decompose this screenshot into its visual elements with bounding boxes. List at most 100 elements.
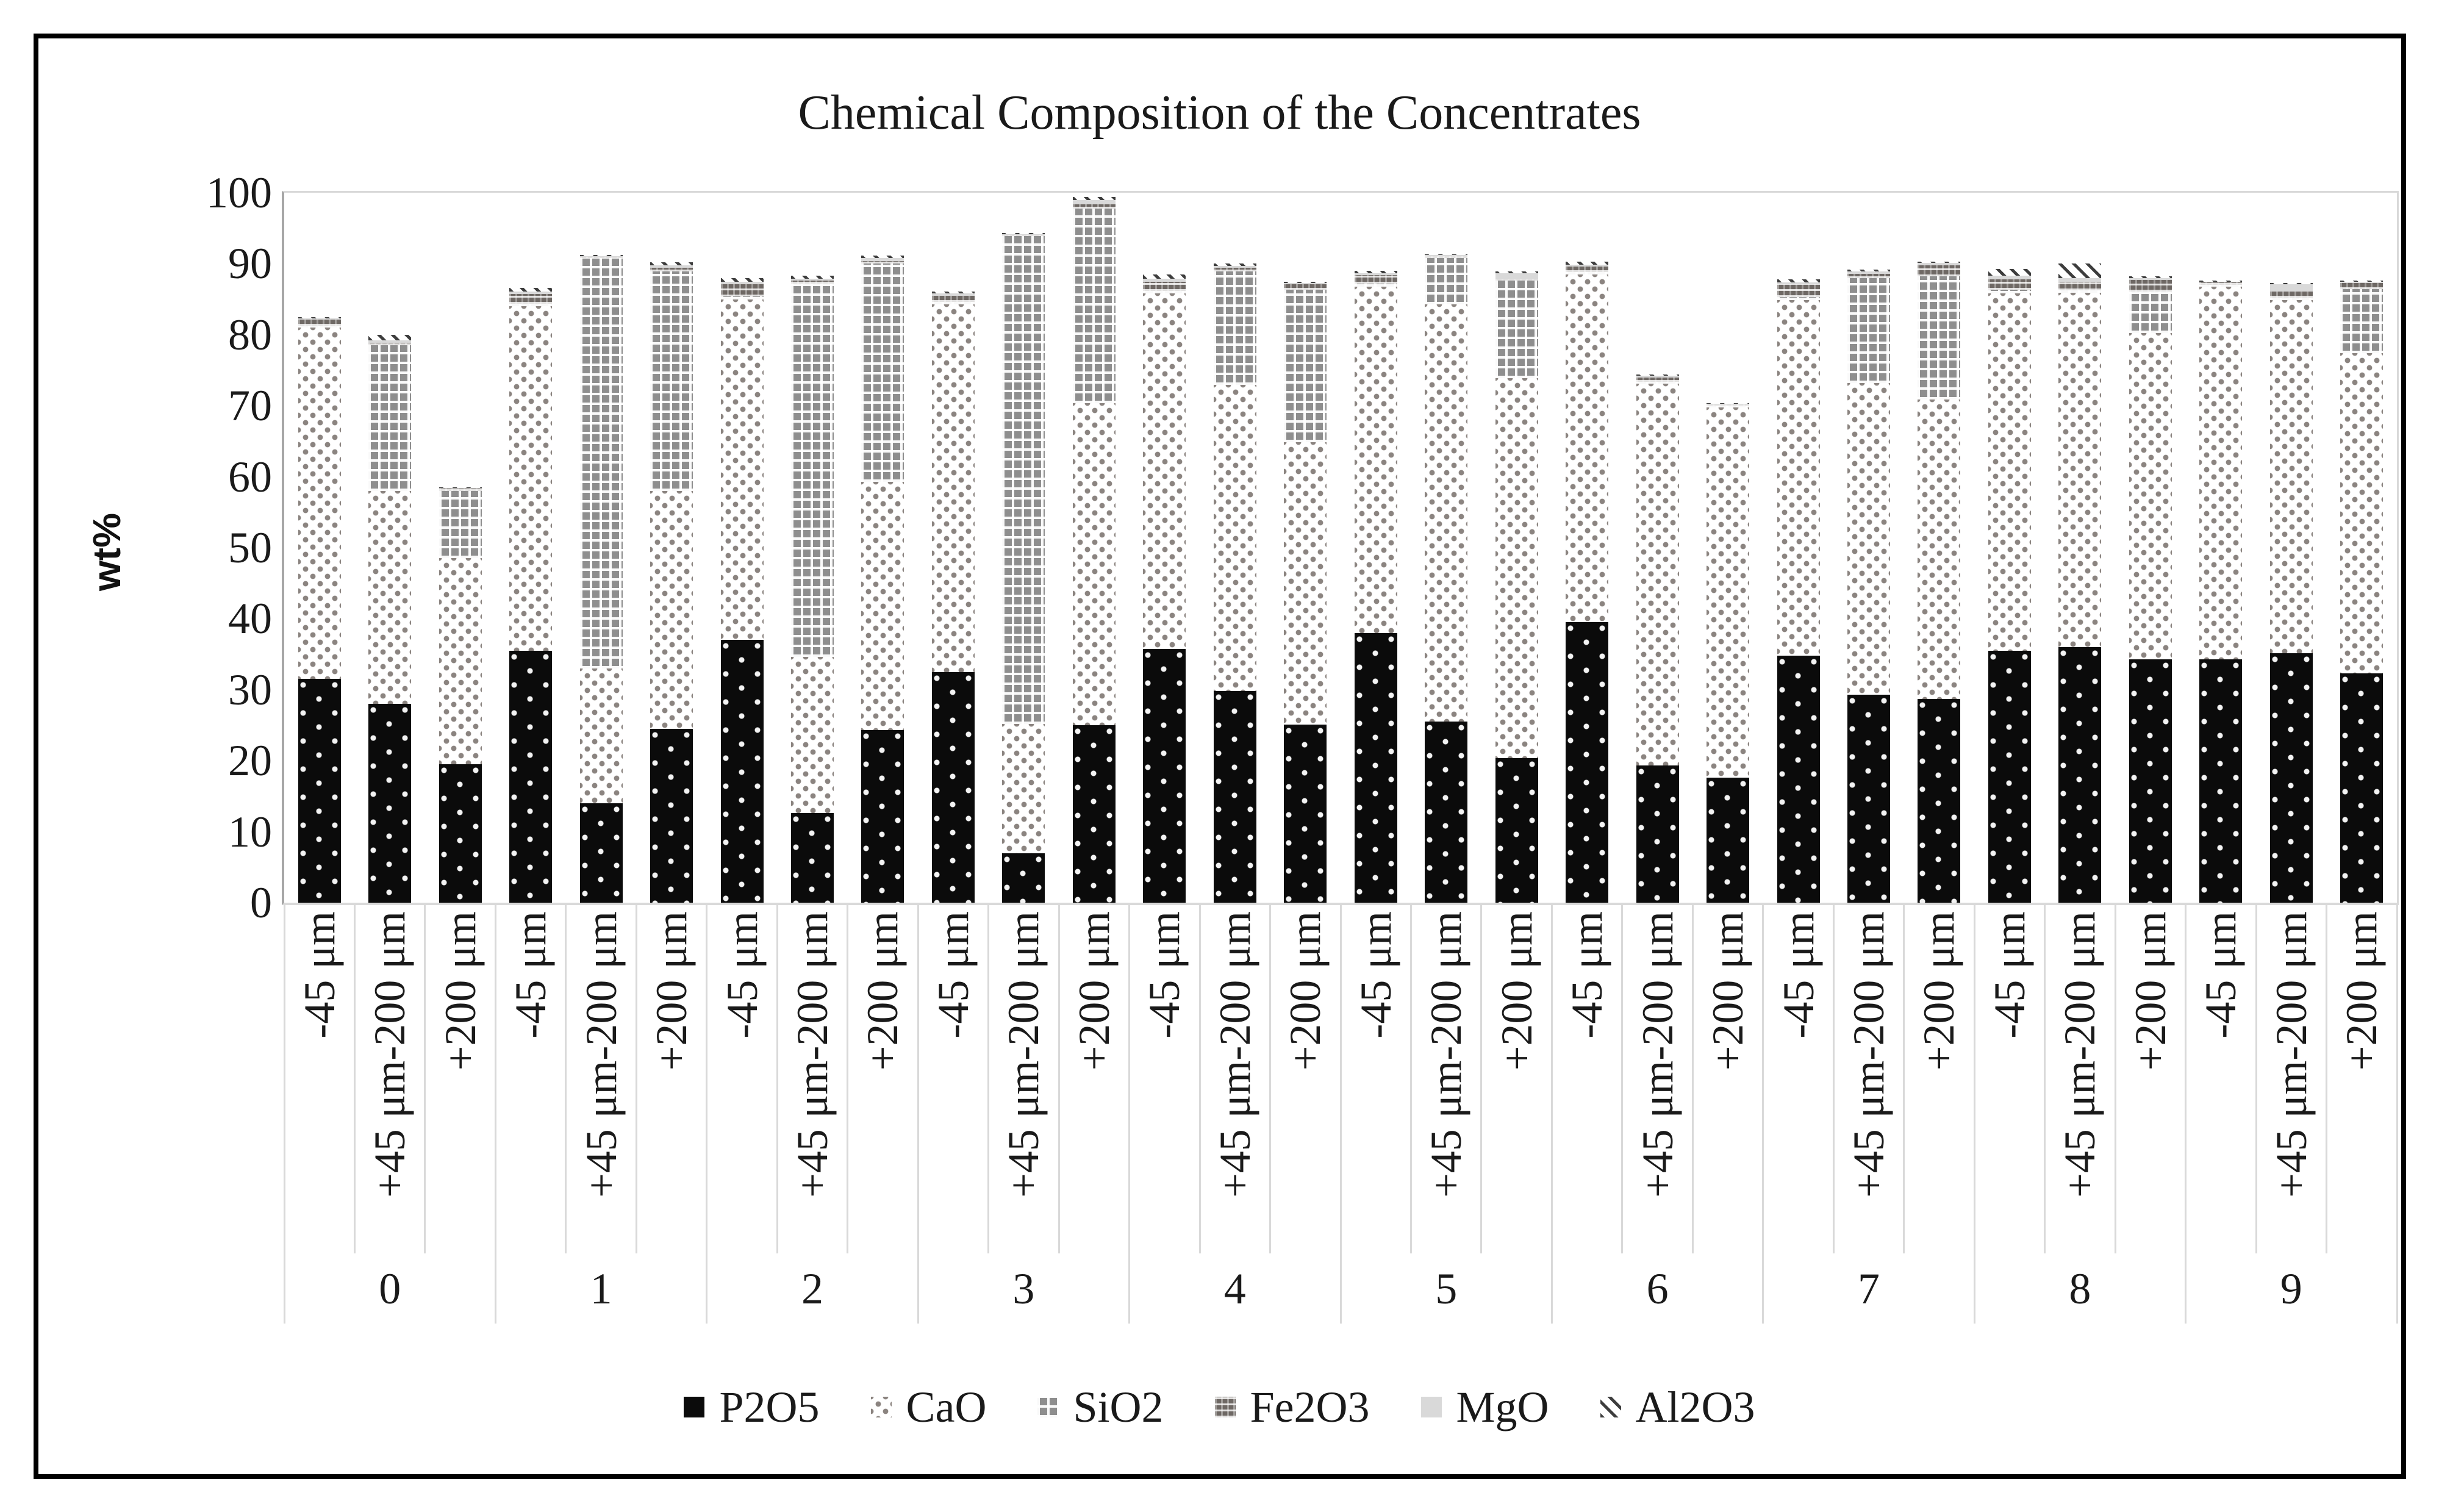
- bar-segment-fe2o3: [1284, 284, 1327, 290]
- stacked-bar-8-3: [2129, 276, 2172, 903]
- stacked-bar-1-3: [650, 262, 693, 903]
- bar-segment-mgo: [1495, 273, 1538, 280]
- bar-segment-p2o5: [1777, 655, 1820, 903]
- stacked-bar-8-2: [2058, 263, 2102, 903]
- y-axis-tick-label: 50: [228, 523, 272, 572]
- legend-item-label: P2O5: [719, 1383, 820, 1431]
- bar-segment-fe2o3: [1354, 275, 1397, 284]
- bar-segment-mgo: [1988, 276, 2031, 280]
- bar-segment-al2o3: [509, 288, 553, 292]
- stacked-bar-9-2: [2269, 282, 2313, 903]
- bar-segment-al2o3: [1847, 269, 1890, 272]
- legend-item-label: MgO: [1456, 1383, 1549, 1431]
- category-tick-label: +200 μm: [1069, 911, 1119, 1071]
- bar-segment-mgo: [368, 340, 412, 343]
- bar-segment-fe2o3: [579, 256, 623, 259]
- bar-segment-al2o3: [791, 276, 834, 279]
- bar-segment-sio2: [439, 490, 482, 559]
- bar-segment-p2o5: [650, 728, 693, 903]
- stacked-bar-6-3: [1707, 403, 1750, 903]
- bar-segment-cao: [1143, 293, 1186, 650]
- bar-segment-al2o3: [1495, 271, 1538, 273]
- bar-segment-mgo: [1566, 264, 1609, 267]
- category-tick-label: +200 μm: [647, 911, 697, 1071]
- y-axis-tick-label: 90: [228, 239, 272, 288]
- stacked-bar-2-3: [861, 255, 904, 903]
- bar-segment-mgo: [509, 291, 553, 295]
- category-tick-label: +45 μm-200 μm: [365, 911, 415, 1198]
- y-axis-tick-label: 10: [228, 807, 272, 856]
- category-tick-label: +200 μm: [1492, 911, 1541, 1071]
- bar-segment-mgo: [1002, 234, 1045, 235]
- bar-segment-sio2: [2269, 298, 2313, 300]
- bar-segment-cao: [2199, 286, 2243, 659]
- legend-item-label: CaO: [906, 1383, 987, 1431]
- bar-segment-fe2o3: [931, 295, 975, 303]
- group-separator-line: [494, 905, 496, 1324]
- category-tick-label: +45 μm-200 μm: [1422, 911, 1471, 1198]
- bar-segment-fe2o3: [439, 489, 482, 491]
- category-separator-line: [2326, 905, 2328, 1253]
- category-tick-label: +45 μm-200 μm: [2266, 911, 2316, 1198]
- bar-segment-cao: [1847, 382, 1890, 695]
- bar-segment-sio2: [1425, 258, 1468, 304]
- bar-segment-sio2: [298, 325, 341, 328]
- bar-segment-cao: [1072, 403, 1116, 725]
- legend-item-p2o5: P2O5: [684, 1374, 820, 1441]
- bar-segment-p2o5: [1143, 649, 1186, 903]
- bar-segment-al2o3: [1988, 268, 2031, 276]
- bar-segment-al2o3: [931, 291, 975, 294]
- bar-segment-cao: [298, 328, 341, 679]
- bar-segment-p2o5: [1425, 722, 1468, 903]
- category-tick-label: +200 μm: [2126, 911, 2175, 1071]
- bar-segment-mgo: [1777, 282, 1820, 285]
- category-separator-line: [2114, 905, 2116, 1253]
- bar-segment-al2o3: [1213, 263, 1256, 266]
- y-axis-tick-label: 20: [228, 736, 272, 786]
- stacked-bar-8-1: [1988, 268, 2031, 903]
- chart-title: Chemical Composition of the Concentrates: [798, 86, 1641, 140]
- category-tick-label: +45 μm-200 μm: [1844, 911, 1893, 1198]
- bar-segment-cao: [1777, 299, 1820, 656]
- category-separator-line: [1480, 905, 1483, 1253]
- bar-segment-cao: [1495, 378, 1538, 758]
- category-tick-label: +200 μm: [2337, 911, 2387, 1071]
- bar-segment-p2o5: [2058, 647, 2102, 903]
- category-separator-line: [2044, 905, 2046, 1253]
- bar-segment-cao: [1425, 304, 1468, 722]
- legend-swatch-fe2o3-icon: [1214, 1397, 1236, 1417]
- category-tick-label: -45 μm: [2196, 911, 2246, 1039]
- group-tick-label: 7: [1857, 1264, 1880, 1313]
- legend-swatch-cao-icon: [870, 1397, 892, 1417]
- stacked-bar-2-2: [791, 276, 834, 903]
- bar-segment-p2o5: [1636, 765, 1679, 903]
- bar-segment-al2o3: [1425, 254, 1468, 256]
- bar-segment-sio2: [1002, 236, 1045, 724]
- legend-swatch-al2o3-icon: [1600, 1397, 1621, 1417]
- bar-segment-al2o3: [2129, 276, 2172, 278]
- category-tick-label: -45 μm: [506, 911, 556, 1039]
- bar-segment-sio2: [2340, 289, 2383, 354]
- y-axis-tick-label: 30: [228, 665, 272, 714]
- bar-segment-fe2o3: [720, 284, 764, 296]
- bar-segment-fe2o3: [1918, 265, 1961, 277]
- bar-segment-cao: [2340, 353, 2383, 674]
- bar-segment-fe2o3: [1072, 204, 1116, 209]
- category-tick-label: -45 μm: [1774, 911, 1823, 1039]
- category-tick-label: -45 μm: [1351, 911, 1400, 1039]
- legend-item-label: Al2O3: [1635, 1383, 1755, 1431]
- category-tick-label: +45 μm-200 μm: [1633, 911, 1682, 1198]
- stacked-bar-0-2: [368, 334, 412, 903]
- bar-segment-al2o3: [1143, 274, 1186, 279]
- y-axis-tick-label: 100: [206, 168, 272, 217]
- category-tick-label: +45 μm-200 μm: [2055, 911, 2105, 1198]
- bar-segment-mgo: [861, 258, 904, 261]
- stacked-bar-5-2: [1425, 254, 1468, 903]
- bar-segment-mgo: [1072, 199, 1116, 204]
- bar-segment-p2o5: [791, 813, 834, 903]
- bar-segment-p2o5: [1213, 691, 1256, 903]
- group-separator-line: [1339, 905, 1342, 1324]
- bar-segment-cao: [439, 558, 482, 765]
- bar-segment-al2o3: [2269, 282, 2313, 285]
- bar-segment-p2o5: [509, 650, 553, 903]
